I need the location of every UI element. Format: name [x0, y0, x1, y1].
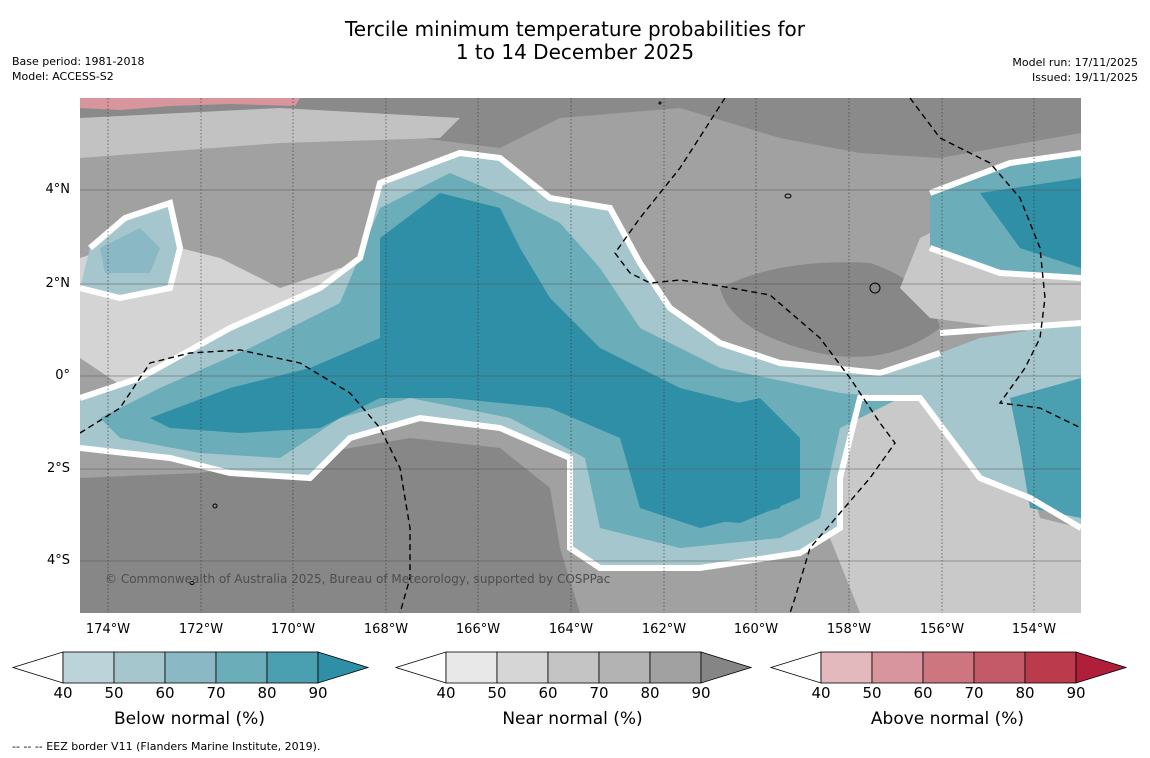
colorbar-3-tick: 70 — [964, 684, 984, 702]
probability-map — [80, 98, 1081, 613]
chart-title-line1: Tercile minimum temperature probabilitie… — [344, 17, 806, 41]
copyright-credit: © Commonwealth of Australia 2025, Bureau… — [105, 572, 611, 586]
colorbar-2-segment — [649, 651, 702, 684]
meta-left: Base period: 1981-2018 Model: ACCESS-S2 — [12, 54, 144, 84]
lon-label-162w: 162°W — [641, 622, 687, 637]
lon-label-158w: 158°W — [826, 622, 872, 637]
colorbar-3-tick: 50 — [862, 684, 882, 702]
colorbar-2-tick: 40 — [436, 684, 456, 702]
colorbar-1-tick: 40 — [53, 684, 73, 702]
colorbar-2-tick: 50 — [487, 684, 507, 702]
near-normal-dark-southwest — [80, 438, 580, 613]
colorbar-1-segment — [62, 651, 115, 684]
issued-text: Issued: 19/11/2025 — [1031, 71, 1138, 84]
colorbar-3 — [770, 651, 1127, 684]
colorbar-3-high-extend — [1075, 651, 1127, 684]
colorbar-1 — [12, 651, 369, 684]
lon-label-156w: 156°W — [919, 622, 965, 637]
colorbar-2-label: Near normal (%) — [502, 709, 643, 729]
colorbar-2-segment — [496, 651, 549, 684]
below-normal-southeast — [1010, 378, 1081, 518]
colorbar-1-segment — [266, 651, 319, 684]
colorbar-2-tick: 60 — [538, 684, 558, 702]
colorbar-3-segment — [973, 651, 1026, 684]
colorbar-1-tick: 90 — [308, 684, 328, 702]
lat-label-4n: 4°N — [45, 182, 71, 197]
colorbar-2-tick: 90 — [691, 684, 711, 702]
near-normal-dark-center — [720, 262, 940, 357]
colorbar-1-tick: 80 — [257, 684, 277, 702]
colorbar-2 — [395, 651, 752, 684]
above-normal-topleft — [80, 98, 300, 110]
colorbar-3-segment — [1024, 651, 1077, 684]
base-period-text: Base period: 1981-2018 — [12, 55, 145, 68]
colorbar-3-label: Above normal (%) — [870, 709, 1025, 729]
lat-label-2n: 2°N — [45, 276, 71, 291]
colorbar-3-tick: 40 — [811, 684, 831, 702]
lat-label-4s: 4°S — [46, 553, 70, 568]
boundary-line-west-lobe — [80, 199, 184, 302]
lat-label-2s: 2°S — [46, 461, 70, 476]
graticule — [80, 98, 1081, 613]
below-normal-east-core — [980, 178, 1081, 268]
colorbar-3-segment — [871, 651, 924, 684]
lon-label-172w: 172°W — [178, 622, 224, 637]
colorbar-1-segment — [164, 651, 217, 684]
near-normal-top-light — [80, 108, 460, 158]
colorbar-1-label: Below normal (%) — [114, 709, 265, 729]
colorbar-2-low-extend — [395, 651, 447, 684]
lon-label-164w: 164°W — [548, 622, 594, 637]
colorbar-3-segment — [922, 651, 975, 684]
colorbar-2-high-extend — [700, 651, 752, 684]
colorbar-3-tick: 60 — [913, 684, 933, 702]
below-normal-core — [150, 193, 780, 528]
colorbar-1-low-extend — [12, 651, 64, 684]
lon-label-170w: 170°W — [270, 622, 316, 637]
colorbar-1-segment — [113, 651, 166, 684]
eez-borders — [80, 98, 1081, 613]
eez-footnote: -- -- -- EEZ border V11 (Flanders Marine… — [12, 740, 321, 753]
colorbar-2-segment — [547, 651, 600, 684]
colorbar-2-segment — [445, 651, 498, 684]
meta-right: Model run: 17/11/2025 Issued: 19/11/2025 — [1012, 55, 1138, 85]
chart-title: Tercile minimum temperature probabilitie… — [0, 18, 1150, 64]
colorbar-1-tick: 60 — [155, 684, 175, 702]
lon-label-174w: 174°W — [85, 622, 131, 637]
lon-label-160w: 160°W — [733, 622, 779, 637]
colorbar-2-segment — [598, 651, 651, 684]
colorbar-3-tick: 90 — [1066, 684, 1086, 702]
boundary-line-south — [80, 395, 1081, 571]
boundary-line-main — [80, 149, 941, 401]
colorbar-1-tick: 50 — [104, 684, 124, 702]
colorbar-1-segment — [215, 651, 268, 684]
colorbar-1-tick: 70 — [206, 684, 226, 702]
colorbar-3-segment — [820, 651, 873, 684]
lon-label-154w: 154°W — [1011, 622, 1057, 637]
lon-label-166w: 166°W — [455, 622, 501, 637]
model-run-text: Model run: 17/11/2025 — [1012, 56, 1138, 69]
colorbar-3-low-extend — [770, 651, 822, 684]
model-text: Model: ACCESS-S2 — [12, 70, 114, 83]
lon-label-168w: 168°W — [363, 622, 409, 637]
islands — [189, 101, 881, 585]
colorbar-3-tick: 80 — [1015, 684, 1035, 702]
colorbar-2-tick: 70 — [589, 684, 609, 702]
colorbar-2-tick: 80 — [640, 684, 660, 702]
below-normal-core-south — [660, 398, 800, 523]
colorbar-1-high-extend — [317, 651, 369, 684]
lat-label-0: 0° — [55, 368, 70, 383]
below-normal-west-core — [100, 228, 160, 273]
boundary-line-east — [928, 150, 1081, 336]
chart-title-line2: 1 to 14 December 2025 — [455, 40, 695, 64]
